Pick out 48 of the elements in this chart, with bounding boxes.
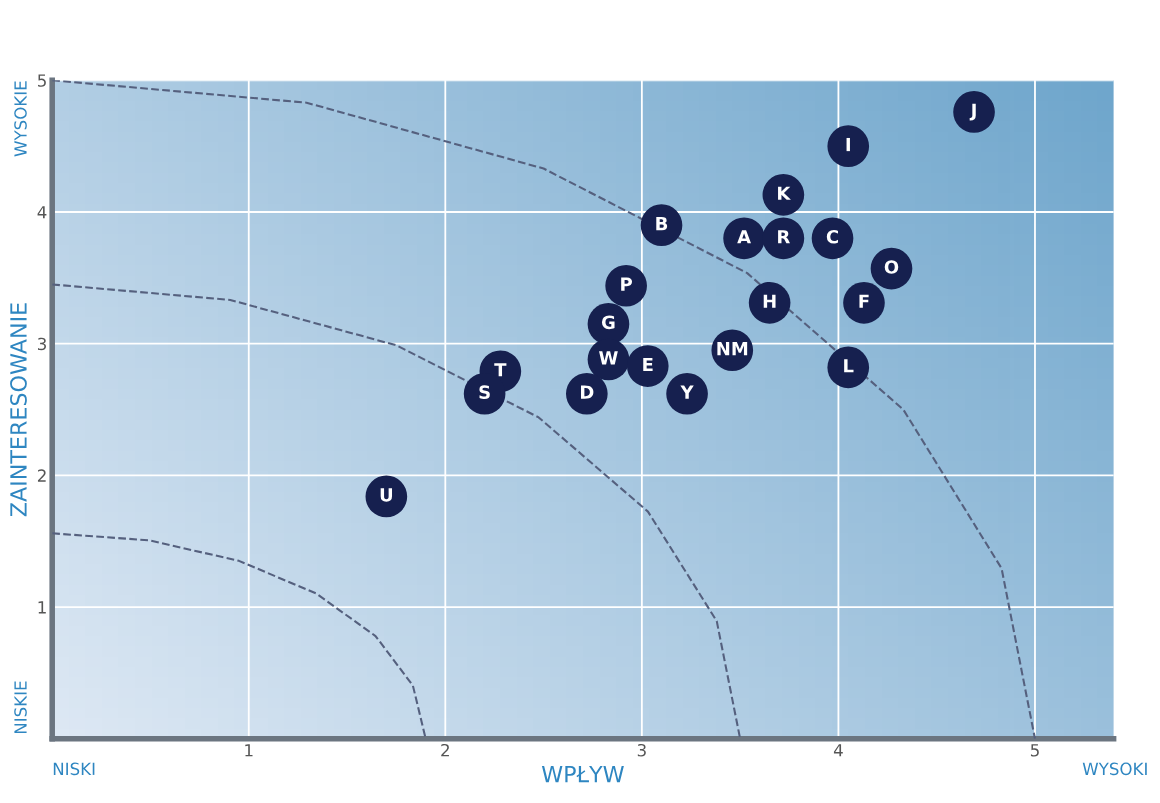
text: WYSOKI xyxy=(1082,762,1147,776)
data-label: S xyxy=(479,385,490,399)
point xyxy=(640,204,683,246)
text: NISKI xyxy=(53,762,95,776)
point xyxy=(626,345,669,387)
data-label: K xyxy=(778,186,791,200)
data-label: H xyxy=(763,294,776,308)
data-label: D xyxy=(581,385,594,399)
text: WYSOKIE xyxy=(14,81,27,157)
point xyxy=(953,91,995,133)
data-label: G xyxy=(601,315,615,330)
text: NISKIE xyxy=(14,681,27,734)
data-label: I xyxy=(846,137,850,152)
data-label: P xyxy=(621,277,633,291)
point xyxy=(811,217,854,260)
y-tick-label: 5 xyxy=(38,74,46,87)
x-axis-title: WPŁYW xyxy=(541,765,624,783)
data-label: L xyxy=(844,359,854,373)
data-label: F xyxy=(859,294,869,308)
line-series xyxy=(52,532,427,739)
x-tick-label: 4 xyxy=(833,744,843,757)
point xyxy=(762,217,805,260)
point xyxy=(827,346,870,389)
y-tick-label: 2 xyxy=(37,469,46,482)
data-label: A xyxy=(737,230,751,244)
point xyxy=(843,282,885,324)
data-label: W xyxy=(599,351,618,365)
x-tick-label: 2 xyxy=(441,743,449,757)
data-label: C xyxy=(826,229,838,244)
point xyxy=(605,264,647,307)
data-label: E xyxy=(643,357,653,372)
data-label: R xyxy=(778,230,790,244)
data-label: NM xyxy=(717,342,748,356)
x-tick-label: 3 xyxy=(637,743,646,757)
point xyxy=(365,475,408,518)
data-label: T xyxy=(494,363,507,377)
y-tick-label: 1 xyxy=(38,601,46,614)
point xyxy=(827,125,870,167)
data-label: O xyxy=(884,260,899,274)
data-label: J xyxy=(969,103,976,121)
x-tick-label: 1 xyxy=(245,744,253,757)
y-tick-label: 3 xyxy=(38,337,46,351)
data-label: B xyxy=(656,216,668,231)
data-label: U xyxy=(380,488,393,502)
y-axis-title: ZAINTERESOWANIE xyxy=(10,303,27,517)
y-tick-label: 4 xyxy=(37,206,47,219)
x-tick-label: 5 xyxy=(1030,744,1039,757)
data-label: Y xyxy=(680,385,694,399)
